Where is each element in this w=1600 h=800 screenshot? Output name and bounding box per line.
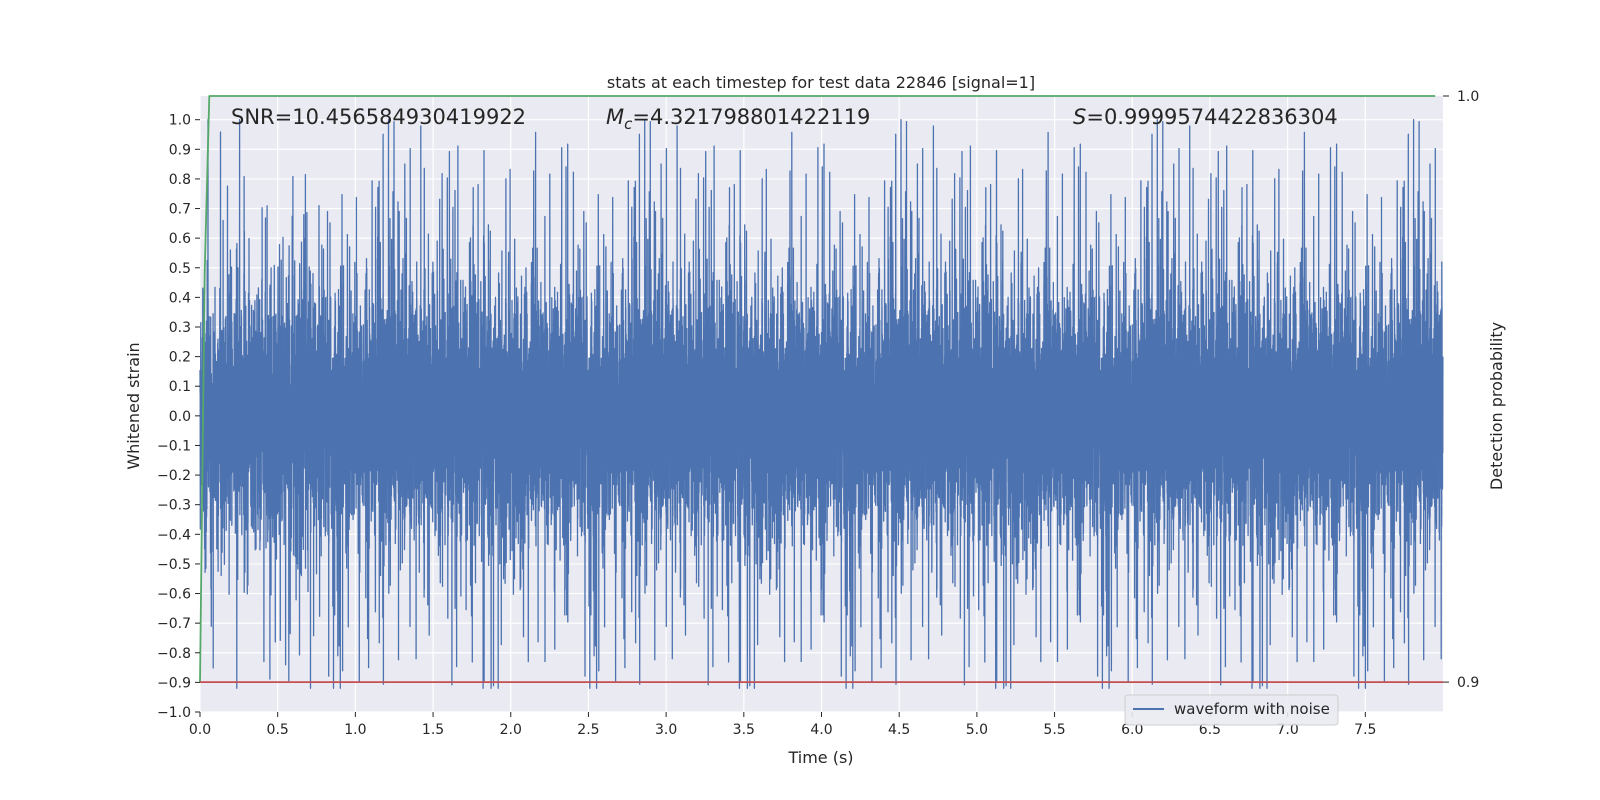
mc-subscript: c <box>624 115 633 133</box>
x-tick-label: 6.5 <box>1199 722 1221 738</box>
y-tick-label: 1.0 <box>169 113 191 129</box>
chart-title: stats at each timestep for test data 228… <box>607 73 1035 92</box>
y-tick-label: 0.5 <box>169 261 191 277</box>
legend-box <box>1124 694 1339 726</box>
x-axis-label: Time (s) <box>787 748 853 767</box>
y2-tick-label: 1.0 <box>1457 89 1479 105</box>
s-symbol: S <box>1073 105 1086 129</box>
y-tick-label: −0.1 <box>157 438 191 454</box>
y-tick-label: 0.7 <box>169 202 191 218</box>
series-detection-probability-line <box>199 95 1436 683</box>
x-tick-label: 3.0 <box>655 722 677 738</box>
x-tick-label: 4.0 <box>810 722 832 738</box>
y-tick-label: −0.9 <box>157 675 191 691</box>
y-tick-label: −0.6 <box>157 587 191 603</box>
x-tick-label: 5.5 <box>1043 722 1065 738</box>
x-tick-label: 7.5 <box>1354 722 1376 738</box>
y-tick-label: −0.4 <box>157 527 191 543</box>
x-tick-label: 2.0 <box>500 722 522 738</box>
y2-axis-label: Detection probability <box>1487 322 1506 490</box>
snr-annotation: SNR=10.456584930419922 <box>231 105 526 129</box>
x-tick-label: 7.0 <box>1276 722 1298 738</box>
x-tick-label: 1.0 <box>344 722 366 738</box>
y-tick-label: 0.9 <box>169 142 191 158</box>
x-tick-label: 3.5 <box>733 722 755 738</box>
y-tick-label: 0.4 <box>169 290 191 306</box>
s-value: =0.9999574422836304 <box>1086 105 1337 129</box>
y-tick-label: −1.0 <box>157 705 191 721</box>
y-tick-label: 0.8 <box>169 172 191 188</box>
x-tick-label: 4.5 <box>888 722 910 738</box>
y-tick-label: 0.3 <box>169 320 191 336</box>
y-tick-label: 0.1 <box>169 379 191 395</box>
series-waveform-line <box>199 119 1444 689</box>
x-tick-label: 0.5 <box>267 722 289 738</box>
y-tick-label: 0.6 <box>169 231 191 247</box>
mc-annotation: Mc=4.321798801422119 <box>606 105 870 133</box>
mc-value: =4.321798801422119 <box>632 105 870 129</box>
mc-symbol: M <box>606 105 624 129</box>
y-tick-label: −0.7 <box>157 616 191 632</box>
y2-tick-label: 0.9 <box>1457 675 1479 691</box>
legend: waveform with noise <box>1124 694 1339 726</box>
y-tick-label: −0.2 <box>157 468 191 484</box>
y-tick-label: 0.0 <box>169 409 191 425</box>
series-layer <box>199 95 1444 689</box>
x-tick-label: 0.0 <box>189 722 211 738</box>
axes-layer: 0.0 0.5 1.0 1.5 2.0 2.5 3.0 3.5 4.0 4.5 5.0 5.5 6.0 6… <box>157 89 1479 738</box>
x-tick-label: 5.0 <box>966 722 988 738</box>
x-tick-label: 2.5 <box>577 722 599 738</box>
y-tick-label: 0.2 <box>169 350 191 366</box>
x-tick-label: 1.5 <box>422 722 444 738</box>
y-tick-label: −0.5 <box>157 557 191 573</box>
s-annotation: S=0.9999574422836304 <box>1073 105 1338 129</box>
y-axis-label: Whitened strain <box>124 342 143 469</box>
y-tick-label: −0.3 <box>157 498 191 514</box>
legend-entry: waveform with noise <box>1174 700 1330 718</box>
x-tick-label: 6.0 <box>1121 722 1143 738</box>
y-tick-label: −0.8 <box>157 646 191 662</box>
